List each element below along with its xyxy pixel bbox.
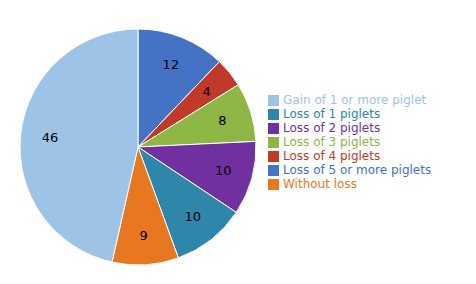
svg-text:46: 46 — [42, 130, 59, 145]
html-text:Loss of 4 piglets: Loss of 4 piglets — [283, 149, 381, 163]
svg-text:9: 9 — [139, 228, 147, 243]
html-text:Gain of 1 or more piglet: Gain of 1 or more piglet — [283, 93, 427, 107]
svg-text:12: 12 — [163, 57, 180, 72]
html-text:Loss of 2 piglets: Loss of 2 piglets — [283, 121, 381, 135]
svg-text:8: 8 — [218, 113, 226, 128]
html-text:Loss of 3 piglets: Loss of 3 piglets — [283, 135, 381, 149]
svg-text:10: 10 — [184, 209, 201, 224]
html-text:Loss of 1 piglets: Loss of 1 piglets — [283, 107, 381, 121]
svg-text:10: 10 — [215, 163, 232, 178]
svg-text:4: 4 — [203, 84, 211, 99]
html-text:Without loss: Without loss — [283, 177, 357, 191]
html-text:Loss of 5 or more piglets: Loss of 5 or more piglets — [283, 163, 432, 177]
